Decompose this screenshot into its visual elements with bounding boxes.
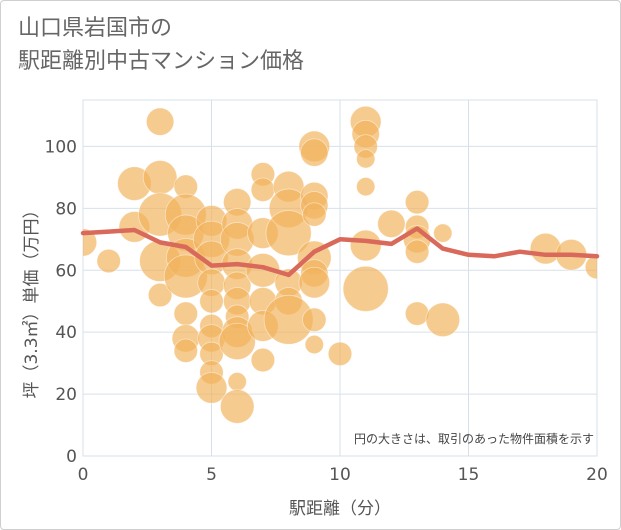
bubble-point [356, 149, 376, 169]
bubble-point [250, 347, 276, 373]
bubble-point [302, 307, 327, 332]
bubble-point [404, 301, 430, 326]
y-tick-label: 20 [55, 385, 77, 405]
title-line-2: 駅距離別中古マンション価格 [18, 49, 305, 74]
bubble-point [433, 223, 453, 243]
bubble-point [142, 160, 178, 195]
bubble-point [173, 338, 198, 363]
bubble-point [145, 107, 175, 136]
title-line-1: 山口県岩国市の [18, 16, 173, 41]
bubble-point [83, 228, 98, 257]
bubble-point [404, 189, 430, 215]
bubble-point [218, 322, 256, 361]
bubble-point [377, 209, 406, 238]
bubble-point [298, 266, 331, 299]
x-tick-label: 15 [458, 465, 480, 485]
bubble-point [219, 389, 255, 424]
bubble-point [327, 341, 353, 367]
x-tick-label: 5 [206, 465, 217, 485]
bubble-point [173, 301, 198, 326]
x-axis-label: 駅距離（分） [289, 499, 391, 519]
bubble-point [265, 210, 312, 257]
bubble-point [349, 229, 382, 262]
bubble-point [96, 248, 121, 274]
average-price-line [80, 226, 600, 278]
tick-labels: 0 5 10 15 20 0 20 40 60 80 100 [45, 137, 608, 485]
x-tick-label: 0 [78, 465, 89, 485]
x-tick-label: 20 [586, 465, 608, 485]
bubble-point [342, 265, 389, 312]
bubble-point [300, 138, 329, 167]
bubble-point [195, 372, 228, 404]
y-tick-label: 40 [55, 323, 77, 343]
bubble-point [250, 177, 276, 202]
chart-title: 山口県岩国市の 駅距離別中古マンション価格 [18, 12, 304, 78]
y-tick-label: 80 [55, 199, 77, 219]
bubbles-layer [83, 105, 597, 424]
bubble-point [425, 302, 461, 338]
bubble-point [227, 372, 247, 392]
x-tick-label: 10 [329, 465, 351, 485]
size-note: 円の大きさは、取引のあった物件面積を示す [354, 431, 594, 446]
bubble-point [404, 239, 430, 264]
bubble-point [584, 255, 597, 280]
bubble-point [304, 334, 324, 355]
bubble-point [302, 202, 327, 227]
bubble-point [199, 289, 224, 314]
y-axis-label: 坪（3.3㎡）単価（万円） [22, 201, 42, 398]
y-tick-label: 0 [66, 447, 77, 467]
bubble-point [356, 177, 376, 197]
trend-line-layer [80, 226, 600, 278]
y-tick-label: 60 [55, 261, 77, 281]
y-tick-label: 100 [45, 137, 77, 157]
bubble-point [147, 282, 173, 308]
